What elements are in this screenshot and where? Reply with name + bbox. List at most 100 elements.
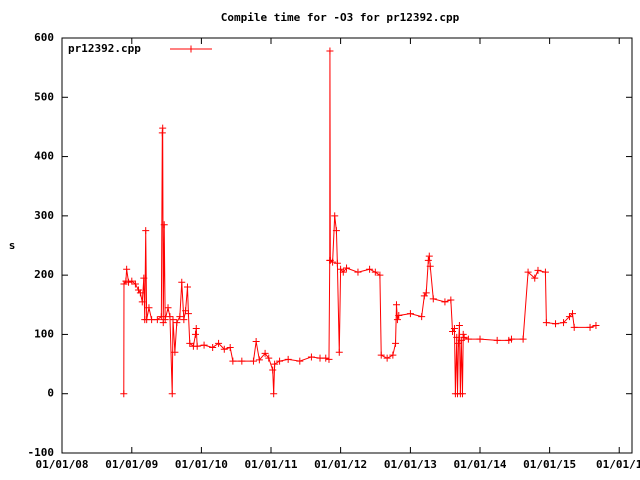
point: [457, 336, 465, 344]
point: [276, 357, 284, 365]
point: [226, 343, 234, 351]
y-tick-label: -100: [28, 446, 55, 459]
point: [383, 354, 391, 362]
point: [422, 289, 430, 297]
point: [123, 265, 131, 273]
point: [265, 354, 273, 362]
point: [429, 295, 437, 303]
y-tick-label: 400: [34, 150, 54, 163]
point: [343, 264, 351, 272]
point: [395, 311, 403, 319]
point: [169, 316, 177, 324]
point: [418, 313, 426, 321]
point: [377, 351, 385, 359]
point: [142, 227, 150, 235]
point: [209, 343, 217, 351]
point: [565, 313, 573, 321]
point: [454, 339, 462, 347]
point: [476, 335, 484, 343]
point: [193, 342, 201, 350]
point: [450, 325, 458, 332]
point: [392, 301, 400, 309]
y-tick-label: 0: [47, 387, 54, 400]
point: [366, 265, 374, 273]
point: [376, 271, 384, 279]
point: [192, 325, 200, 332]
point: [333, 259, 341, 267]
x-tick-label: 01/01/14: [454, 458, 507, 471]
y-tick-label: 600: [34, 31, 54, 44]
point: [191, 330, 199, 338]
x-tick-label: 01/01/12: [314, 458, 367, 471]
point: [531, 274, 539, 282]
point: [524, 268, 532, 276]
point: [541, 268, 549, 276]
point: [125, 278, 133, 286]
plot-border: [61, 37, 633, 454]
x-tick-label: 01/01/15: [523, 458, 576, 471]
point: [441, 298, 449, 306]
point: [542, 319, 550, 327]
x-tick-label: 01/01/10: [175, 458, 228, 471]
point: [180, 316, 188, 324]
point: [252, 338, 260, 346]
point: [569, 310, 577, 318]
point: [238, 357, 246, 365]
point: [200, 341, 208, 349]
point: [331, 212, 339, 220]
point: [493, 336, 501, 344]
point: [507, 335, 515, 343]
point: [171, 348, 179, 356]
y-tick-label: 100: [34, 327, 54, 340]
point: [131, 280, 139, 288]
point: [570, 323, 578, 331]
point: [229, 357, 237, 365]
point: [168, 390, 176, 398]
point: [296, 357, 304, 365]
point: [586, 323, 594, 331]
point: [460, 333, 468, 341]
point: [519, 335, 527, 343]
point: [161, 316, 169, 324]
point: [159, 319, 167, 327]
point: [284, 355, 292, 363]
series-line: [123, 51, 597, 394]
point: [173, 319, 181, 327]
point: [307, 353, 315, 361]
y-tick-label: 500: [34, 90, 54, 103]
point: [120, 390, 128, 398]
point: [426, 262, 434, 270]
point: [271, 360, 279, 368]
point: [183, 283, 191, 291]
point: [459, 330, 467, 338]
point: [164, 304, 172, 312]
point: [458, 390, 466, 398]
point: [120, 280, 128, 288]
point: [332, 227, 340, 235]
point: [166, 313, 174, 321]
legend-label: pr12392.cpp: [68, 42, 141, 55]
point: [335, 348, 343, 356]
point: [220, 345, 228, 353]
point: [453, 333, 461, 341]
x-tick-label: 01/01/11: [245, 458, 298, 471]
point: [160, 221, 168, 229]
point: [560, 319, 568, 327]
point: [447, 296, 455, 304]
y-tick-label: 200: [34, 268, 54, 281]
point: [339, 268, 347, 276]
chart-title: Compile time for -O3 for pr12392.cpp: [221, 11, 460, 24]
point: [464, 335, 472, 343]
point: [145, 304, 153, 312]
point: [178, 278, 186, 286]
point: [392, 339, 400, 347]
point: [455, 322, 463, 330]
point: [406, 310, 414, 318]
point: [371, 268, 379, 276]
point: [425, 252, 433, 260]
point: [134, 286, 142, 294]
x-tick-label: 01/01/09: [105, 458, 158, 471]
point: [182, 307, 190, 315]
point: [326, 47, 334, 55]
